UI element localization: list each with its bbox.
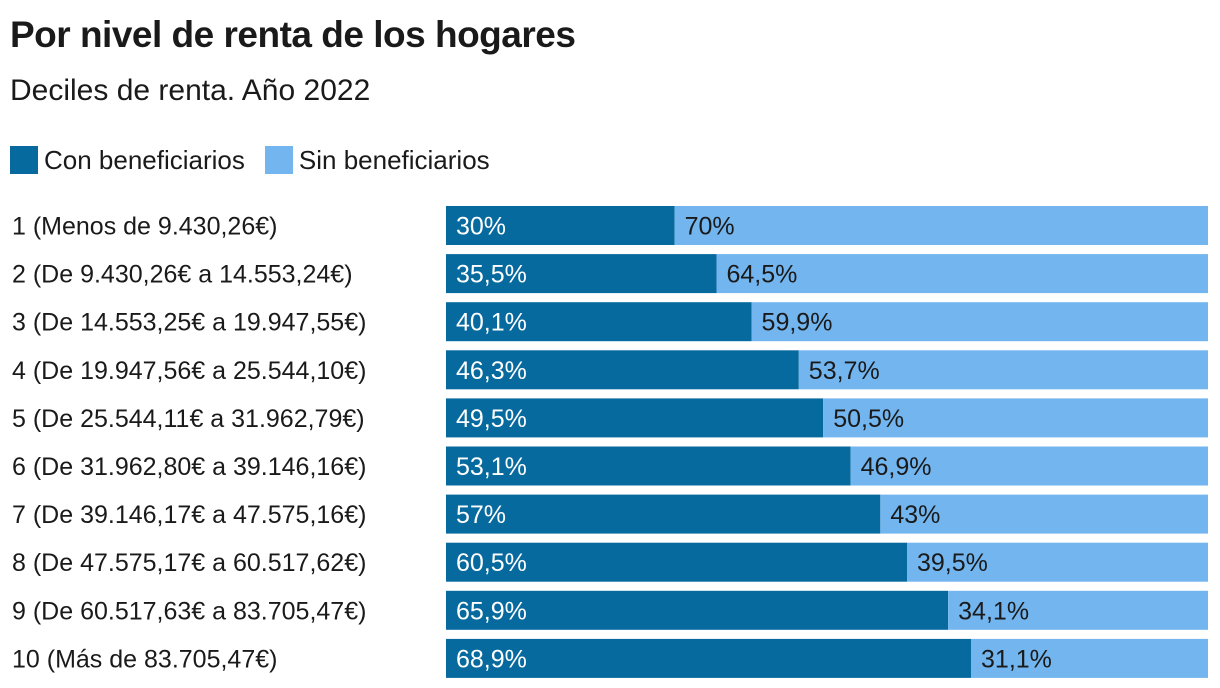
bar-row-6: 6 (De 31.962,80€ a 39.146,16€) 53,1% 46,9% — [12, 446, 1208, 486]
bar-segment-sin — [850, 446, 1208, 486]
bar-row-9: 9 (De 60.517,63€ a 83.705,47€) 65,9% 34,1% — [12, 590, 1208, 630]
category-label: 3 (De 14.553,25€ a 19.947,55€) — [12, 309, 366, 337]
bar-row-5: 5 (De 25.544,11€ a 31.962,79€) 49,5% 50,5% — [12, 398, 1208, 438]
data-label-sin: 50,5% — [833, 405, 904, 433]
bar-segment-sin — [674, 206, 1208, 245]
bar-row-3: 3 (De 14.553,25€ a 19.947,55€) 40,1% 59,9% — [12, 302, 1208, 342]
bar-segment-con — [446, 446, 851, 486]
bar-segment-con — [446, 494, 881, 534]
legend-item-con: Con beneficiarios — [10, 145, 245, 176]
data-label-con: 53,1% — [456, 453, 527, 481]
bar-segment-sin — [798, 350, 1208, 390]
legend-swatch-con — [10, 146, 38, 174]
category-label: 1 (Menos de 9.430,26€) — [12, 213, 277, 241]
category-label: 8 (De 47.575,17€ a 60.517,62€) — [12, 549, 366, 577]
bar-segment-con — [446, 542, 908, 582]
bar-row-2: 2 (De 9.430,26€ a 14.553,24€) 35,5% 64,5% — [12, 254, 1208, 294]
chart-title: Por nivel de renta de los hogares — [10, 14, 576, 55]
category-label: 6 (De 31.962,80€ a 39.146,16€) — [12, 453, 366, 481]
data-label-con: 68,9% — [456, 645, 527, 673]
data-label-sin: 64,5% — [727, 261, 798, 289]
bar-segment-con — [446, 638, 972, 678]
data-label-sin: 43% — [890, 501, 940, 529]
category-label: 7 (De 39.146,17€ a 47.575,16€) — [12, 501, 366, 529]
legend: Con beneficiarios Sin beneficiarios — [10, 144, 510, 176]
bar-row-8: 8 (De 47.575,17€ a 60.517,62€) 60,5% 39,5% — [12, 542, 1208, 582]
bar-segment-con — [446, 206, 675, 245]
bar-row-10: 10 (Más de 83.705,47€) 68,9% 31,1% — [12, 638, 1208, 678]
bar-segment-sin — [948, 590, 1208, 630]
data-label-con: 30% — [456, 213, 506, 241]
data-label-sin: 34,1% — [958, 597, 1029, 625]
legend-label-sin: Sin beneficiarios — [298, 144, 490, 175]
data-label-con: 35,5% — [456, 261, 527, 289]
data-label-con: 57% — [456, 501, 506, 529]
bar-segment-sin — [880, 494, 1208, 534]
data-label-con: 65,9% — [456, 597, 527, 625]
bar-row-4: 4 (De 19.947,56€ a 25.544,10€) 46,3% 53,7% — [12, 350, 1208, 390]
bar-segment-con — [446, 302, 752, 342]
category-label: 5 (De 25.544,11€ a 31.962,79€) — [12, 405, 365, 433]
bar-segment-sin — [751, 302, 1208, 342]
category-label: 2 (De 9.430,26€ a 14.553,24€) — [12, 261, 353, 289]
category-label: 4 (De 19.947,56€ a 25.544,10€) — [12, 357, 366, 385]
category-label: 10 (Más de 83.705,47€) — [12, 645, 277, 673]
bar-segment-con — [446, 350, 799, 390]
bar-segment-sin — [823, 398, 1208, 438]
bar-row-1: 1 (Menos de 9.430,26€) 30% 70% — [12, 206, 1208, 245]
bar-segment-sin — [907, 542, 1208, 582]
bar-segment-con — [446, 398, 824, 438]
data-label-sin: 53,7% — [809, 357, 880, 385]
data-label-sin: 46,9% — [861, 453, 932, 481]
legend-label-con: Con beneficiarios — [44, 144, 245, 175]
data-label-con: 60,5% — [456, 549, 527, 577]
bar-segment-sin — [971, 638, 1208, 678]
data-label-sin: 70% — [685, 213, 735, 241]
data-label-con: 40,1% — [456, 309, 527, 337]
bar-row-7: 7 (De 39.146,17€ a 47.575,16€) 57% 43% — [12, 494, 1208, 534]
category-label: 9 (De 60.517,63€ a 83.705,47€) — [12, 597, 366, 625]
data-label-sin: 39,5% — [917, 549, 988, 577]
bar-segment-con — [446, 590, 949, 630]
bar-segment-con — [446, 254, 717, 294]
legend-item-sin: Sin beneficiarios — [264, 144, 490, 176]
data-label-sin: 31,1% — [981, 645, 1052, 673]
data-label-con: 46,3% — [456, 357, 527, 385]
bar-segment-sin — [716, 254, 1208, 294]
data-label-sin: 59,9% — [762, 309, 833, 337]
data-label-con: 49,5% — [456, 405, 527, 433]
stacked-bar-chart: 1 (Menos de 9.430,26€) 30% 70% 2 (De 9.430,… — [12, 206, 1208, 678]
legend-swatch-sin — [264, 146, 293, 174]
chart-subtitle: Deciles de renta. Año 2022 — [10, 74, 371, 107]
